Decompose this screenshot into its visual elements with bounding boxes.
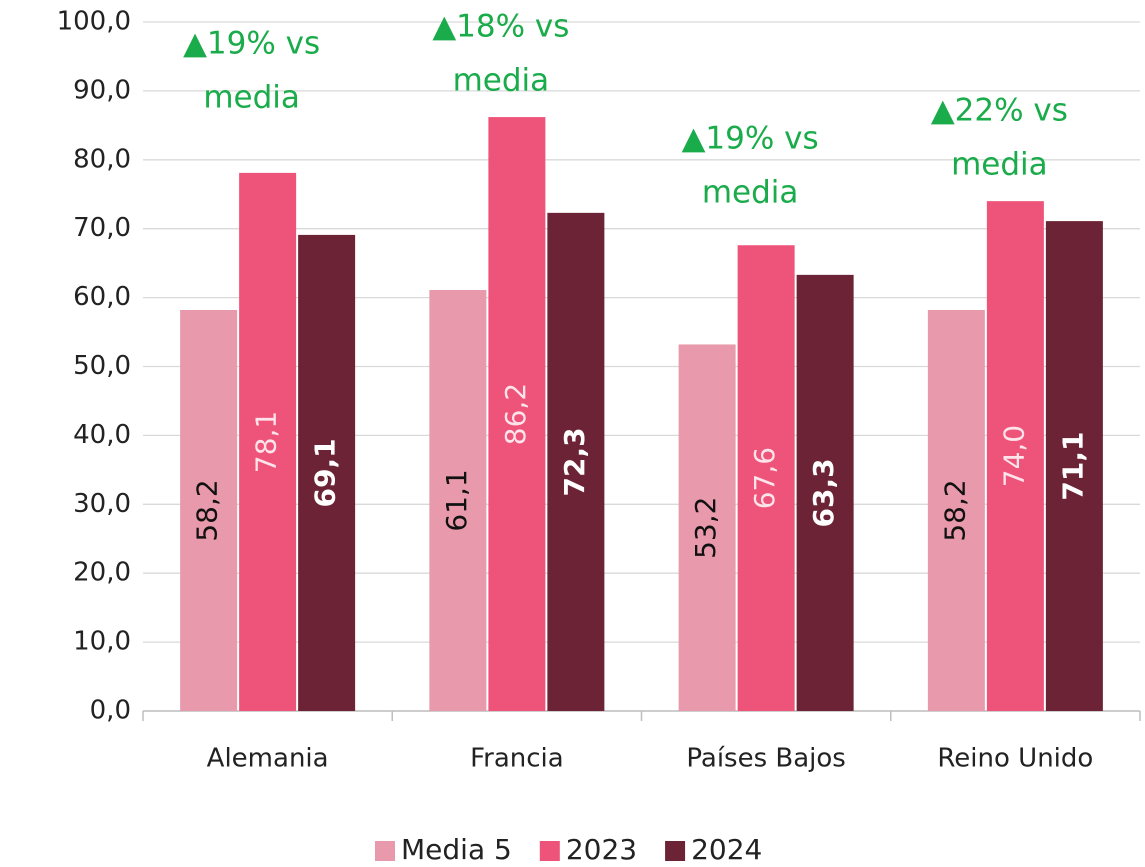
legend-label: 2024 xyxy=(691,833,762,866)
y-tick-label: 60,0 xyxy=(73,282,131,312)
annotation: ▲18% vs xyxy=(432,9,569,45)
annotation: media xyxy=(702,175,799,211)
bar xyxy=(737,245,795,711)
data-label: 69,1 xyxy=(309,438,342,507)
data-label: 63,3 xyxy=(807,458,840,527)
y-tick-label: 20,0 xyxy=(73,558,131,588)
annotation: ▲19% vs xyxy=(682,121,819,157)
annotation: ▲19% vs xyxy=(183,26,320,62)
data-label: 86,2 xyxy=(499,383,532,445)
legend-swatch xyxy=(665,841,686,861)
bar xyxy=(678,344,736,711)
y-tick-label: 100,0 xyxy=(57,7,131,37)
legend-swatch xyxy=(539,841,560,861)
data-label: 78,1 xyxy=(250,411,283,473)
annotation: media xyxy=(453,63,550,99)
data-label: 72,3 xyxy=(558,427,591,496)
legend-label: 2023 xyxy=(566,833,637,866)
data-label: 61,1 xyxy=(440,469,473,531)
x-tick-label: Alemania xyxy=(207,744,329,774)
y-tick-label: 70,0 xyxy=(73,213,131,243)
annotation: media xyxy=(203,80,300,116)
y-tick-label: 90,0 xyxy=(73,75,131,105)
legend-swatch xyxy=(375,841,395,861)
annotation: ▲22% vs xyxy=(931,93,1068,129)
bar xyxy=(796,274,854,711)
data-label: 67,6 xyxy=(748,447,781,509)
bar xyxy=(429,290,487,711)
data-label: 53,2 xyxy=(689,497,722,559)
y-tick-label: 80,0 xyxy=(73,144,131,174)
data-label: 58,2 xyxy=(938,479,971,541)
bar xyxy=(180,310,238,711)
y-tick-label: 40,0 xyxy=(73,420,131,450)
bar xyxy=(547,212,605,711)
bar xyxy=(239,172,297,712)
bar xyxy=(298,234,356,711)
legend-label: Media 5 xyxy=(401,833,512,866)
y-tick-label: 0,0 xyxy=(90,696,131,726)
bar xyxy=(1045,221,1103,711)
data-label: 71,1 xyxy=(1056,432,1089,501)
bar xyxy=(986,201,1044,711)
x-tick-label: Reino Unido xyxy=(937,744,1093,774)
y-tick-label: 50,0 xyxy=(73,351,131,381)
annotation: media xyxy=(951,147,1048,183)
x-tick-label: Francia xyxy=(470,744,564,774)
x-tick-label: Países Bajos xyxy=(686,744,845,774)
data-label: 58,2 xyxy=(191,479,224,541)
bar xyxy=(488,117,546,711)
y-tick-label: 30,0 xyxy=(73,489,131,519)
data-label: 74,0 xyxy=(997,425,1030,487)
y-tick-label: 10,0 xyxy=(73,627,131,657)
bar xyxy=(927,310,985,711)
